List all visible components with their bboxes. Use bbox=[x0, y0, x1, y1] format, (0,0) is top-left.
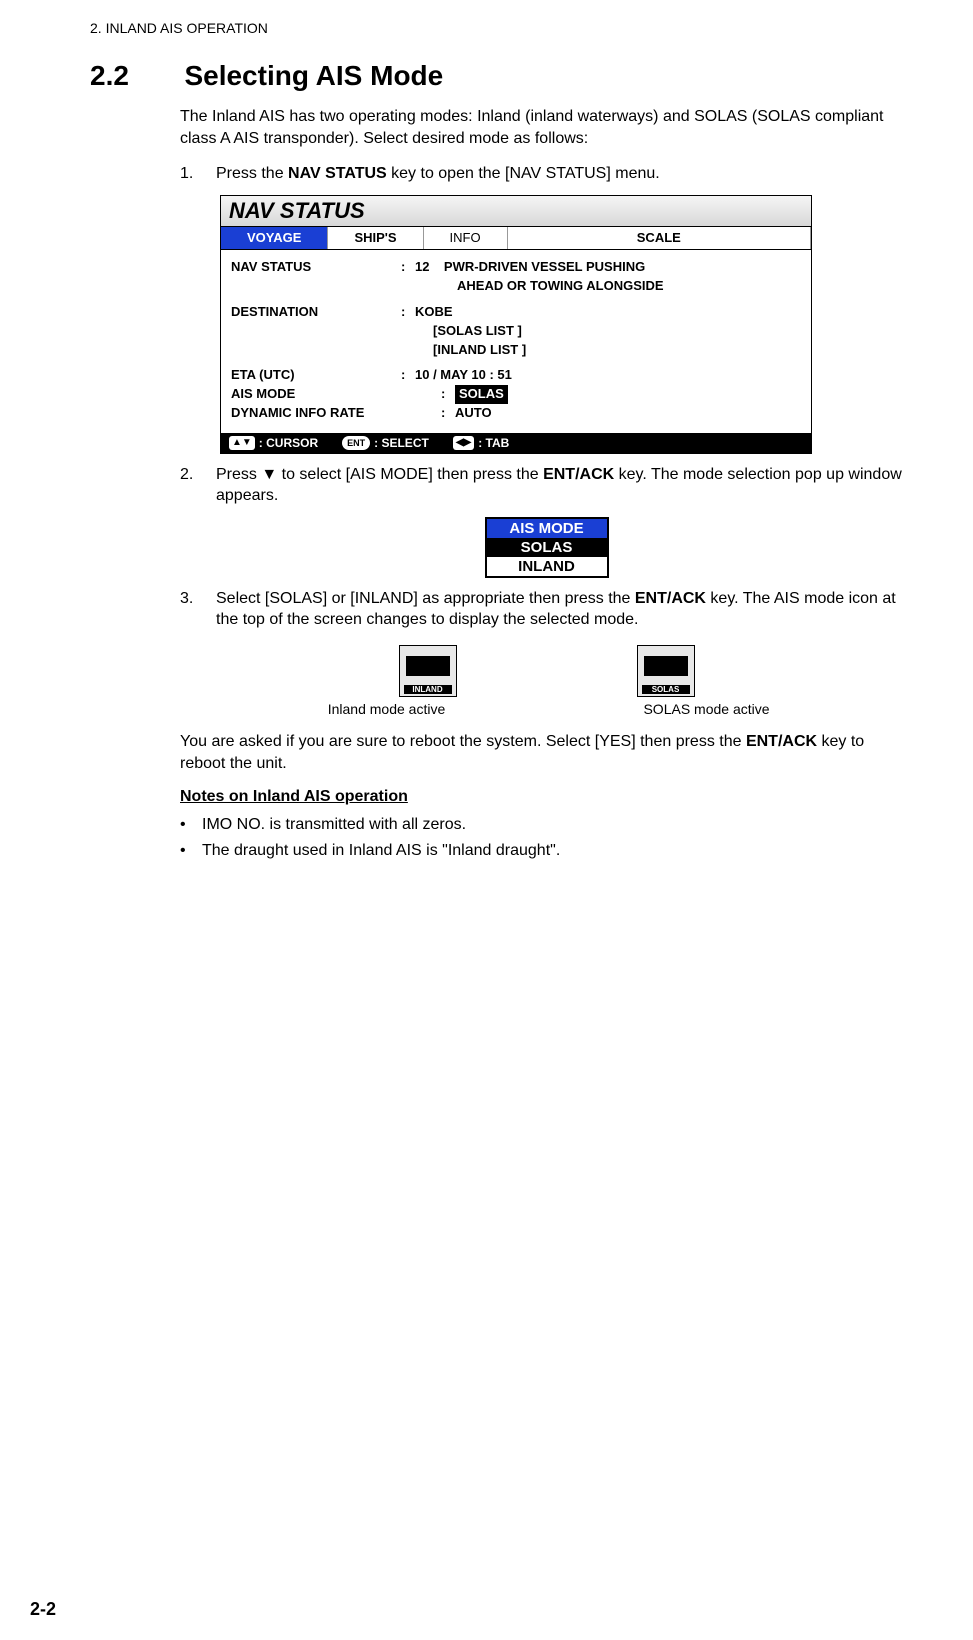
popup-option-inland[interactable]: INLAND bbox=[487, 557, 607, 576]
row-label: DYNAMIC INFO RATE bbox=[231, 404, 441, 423]
page-number: 2-2 bbox=[30, 1599, 56, 1620]
panel-footer: ▲▼: CURSOR ENT: SELECT ◀▶: TAB bbox=[221, 433, 811, 453]
bullet-icon: • bbox=[180, 814, 202, 836]
tab-info[interactable]: INFO bbox=[424, 227, 508, 249]
ship-icon bbox=[644, 656, 688, 676]
tab-scale[interactable]: SCALE bbox=[508, 227, 811, 249]
dyn-value: AUTO bbox=[455, 404, 801, 423]
row-label: NAV STATUS bbox=[231, 258, 401, 277]
reboot-text: You are asked if you are sure to reboot … bbox=[180, 733, 746, 750]
solas-caption: SOLAS mode active bbox=[607, 701, 807, 717]
step-body: Press ▼ to select [AIS MODE] then press … bbox=[216, 464, 913, 507]
step-text: Press the bbox=[216, 165, 288, 182]
footer-cursor: ▲▼: CURSOR bbox=[229, 436, 318, 450]
section-number: 2.2 bbox=[90, 60, 180, 92]
nav-status-panel: NAV STATUS VOYAGE SHIP'S INFO SCALE NAV … bbox=[220, 195, 812, 454]
step-bold: ENT/ACK bbox=[635, 590, 706, 607]
row-label: AIS MODE bbox=[231, 385, 441, 404]
intro-paragraph: The Inland AIS has two operating modes: … bbox=[180, 106, 913, 149]
nav-status-code: 12 bbox=[415, 259, 429, 274]
step-1: 1. Press the NAV STATUS key to open the … bbox=[180, 163, 913, 185]
mode-icons-captions: Inland mode active SOLAS mode active bbox=[180, 701, 913, 717]
section-heading: 2.2 Selecting AIS Mode bbox=[90, 60, 913, 92]
row-value: 12 PWR-DRIVEN VESSEL PUSHING bbox=[415, 258, 801, 277]
notes-heading: Notes on Inland AIS operation bbox=[180, 788, 913, 806]
row-label: DESTINATION bbox=[231, 303, 401, 322]
dest-inland-list[interactable]: [INLAND LIST ] bbox=[415, 341, 801, 360]
bullet-1: • IMO NO. is transmitted with all zeros. bbox=[180, 814, 913, 836]
ais-mode-popup: AIS MODE SOLAS INLAND bbox=[485, 517, 609, 578]
bullet-icon: • bbox=[180, 840, 202, 862]
ais-mode-value[interactable]: SOLAS bbox=[455, 385, 508, 404]
footer-tab: ◀▶: TAB bbox=[453, 436, 510, 450]
bullet-2: • The draught used in Inland AIS is "Inl… bbox=[180, 840, 913, 862]
panel-body: NAV STATUS : 12 PWR-DRIVEN VESSEL PUSHIN… bbox=[221, 250, 811, 433]
panel-tabs: VOYAGE SHIP'S INFO SCALE bbox=[221, 227, 811, 250]
step-number: 3. bbox=[180, 588, 216, 631]
solas-mode-icon: SOLAS bbox=[637, 645, 695, 697]
nav-status-desc2: AHEAD OR TOWING ALONGSIDE bbox=[415, 277, 801, 296]
inland-mode-icon: INLAND bbox=[399, 645, 457, 697]
step-text: key to open the [NAV STATUS] menu. bbox=[387, 165, 660, 182]
inland-caption: Inland mode active bbox=[287, 701, 487, 717]
ent-key-icon: ENT bbox=[342, 436, 370, 450]
ship-icon bbox=[406, 656, 450, 676]
popup-title: AIS MODE bbox=[487, 519, 607, 538]
section-title: Selecting AIS Mode bbox=[184, 60, 443, 91]
chapter-header: 2. INLAND AIS OPERATION bbox=[90, 20, 913, 36]
bullet-text: IMO NO. is transmitted with all zeros. bbox=[202, 814, 466, 836]
dest-solas-list[interactable]: [SOLAS LIST ] bbox=[415, 322, 801, 341]
mode-icons-row: INLAND SOLAS bbox=[180, 645, 913, 697]
panel-title: NAV STATUS bbox=[221, 196, 811, 227]
bullet-text: The draught used in Inland AIS is "Inlan… bbox=[202, 840, 560, 862]
step-number: 2. bbox=[180, 464, 216, 507]
nav-status-desc: PWR-DRIVEN VESSEL PUSHING bbox=[444, 259, 645, 274]
leftright-icon: ◀▶ bbox=[453, 436, 474, 450]
eta-value: 10 / MAY 10 : 51 bbox=[415, 366, 801, 385]
icon-label: SOLAS bbox=[642, 685, 690, 694]
step-text: Press ▼ to select [AIS MODE] then press … bbox=[216, 466, 543, 483]
colon: : bbox=[401, 258, 415, 277]
footer-select: ENT: SELECT bbox=[342, 436, 429, 450]
updown-icon: ▲▼ bbox=[229, 436, 255, 450]
step-body: Select [SOLAS] or [INLAND] as appropriat… bbox=[216, 588, 913, 631]
step-3: 3. Select [SOLAS] or [INLAND] as appropr… bbox=[180, 588, 913, 631]
reboot-bold: ENT/ACK bbox=[746, 733, 817, 750]
page: 2. INLAND AIS OPERATION 2.2 Selecting AI… bbox=[0, 0, 973, 1640]
step-number: 1. bbox=[180, 163, 216, 185]
tab-voyage[interactable]: VOYAGE bbox=[221, 227, 328, 249]
step-text: Select [SOLAS] or [INLAND] as appropriat… bbox=[216, 590, 635, 607]
row-label: ETA (UTC) bbox=[231, 366, 401, 385]
step-2: 2. Press ▼ to select [AIS MODE] then pre… bbox=[180, 464, 913, 507]
reboot-paragraph: You are asked if you are sure to reboot … bbox=[180, 731, 913, 774]
step-bold: NAV STATUS bbox=[288, 165, 387, 182]
step-bold: ENT/ACK bbox=[543, 466, 614, 483]
popup-wrap: AIS MODE SOLAS INLAND bbox=[180, 517, 913, 578]
icon-label: INLAND bbox=[404, 685, 452, 694]
popup-option-solas[interactable]: SOLAS bbox=[487, 538, 607, 557]
step-body: Press the NAV STATUS key to open the [NA… bbox=[216, 163, 913, 185]
tab-ships[interactable]: SHIP'S bbox=[328, 227, 423, 249]
dest-value: KOBE bbox=[415, 303, 801, 322]
